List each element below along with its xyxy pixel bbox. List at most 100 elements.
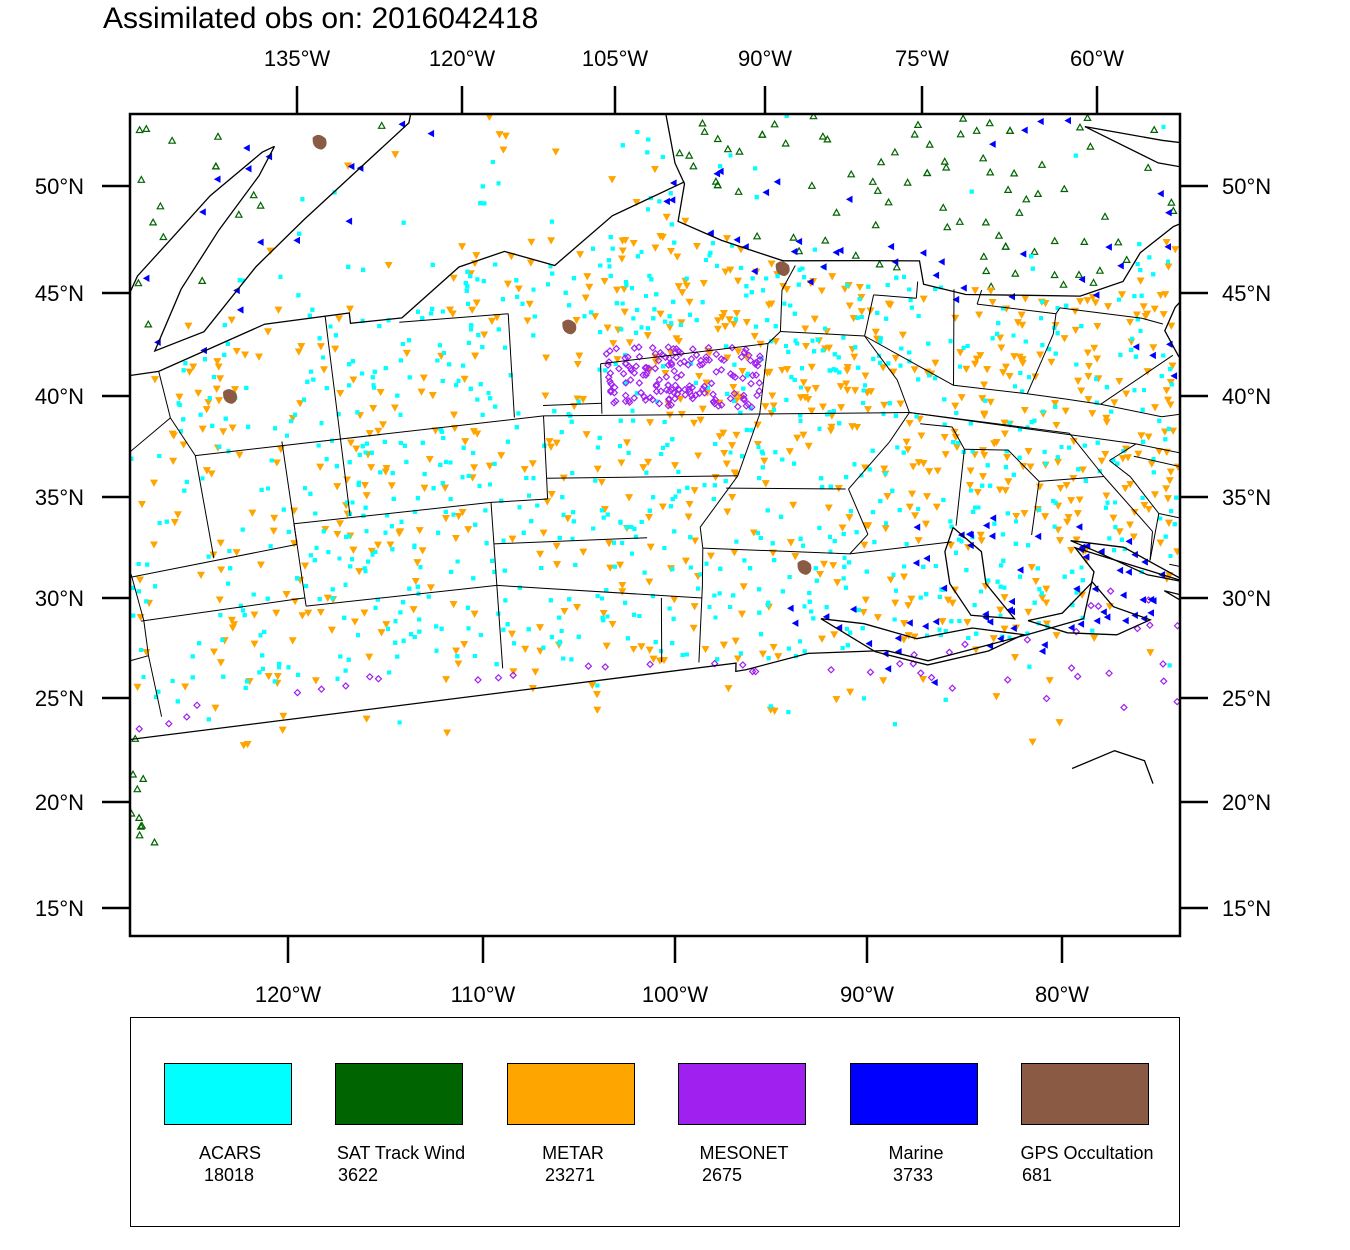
acars-marker [618,444,622,449]
marine-marker [822,613,830,621]
acars-marker [624,283,629,288]
acars-marker [321,355,325,360]
metar-marker [957,394,966,402]
right-lat-label: 45°N [1222,281,1271,306]
acars-marker [665,443,670,447]
right-lat-label: 35°N [1222,485,1271,510]
acars-marker [831,409,836,414]
metar-marker [181,683,189,691]
metar-marker [575,352,584,360]
acars-marker [669,222,674,227]
country-border [130,181,685,377]
sat-track-wind-marker [1083,114,1092,122]
metar-marker [1036,351,1044,359]
acars-marker [1074,362,1079,367]
acars-marker [478,201,483,206]
metar-marker [629,646,638,653]
marine-marker [795,237,803,246]
mesonet-marker [621,397,630,406]
acars-marker [942,422,947,427]
metar-marker [714,325,722,333]
metar-marker [1010,353,1019,361]
acars-marker [1161,353,1166,358]
acars-marker [715,657,720,662]
acars-marker [505,622,510,627]
metar-marker [239,742,248,750]
metar-marker [768,392,777,400]
sat-track-wind-marker [1114,237,1123,246]
acars-marker [768,704,773,709]
mesonet-marker [733,402,742,411]
metar-marker [769,402,778,410]
acars-marker [807,591,812,595]
acars-marker [370,375,375,380]
acars-marker [613,362,618,366]
metar-marker [678,289,687,297]
acars-marker [434,624,439,629]
acars-marker [1090,628,1095,633]
acars-marker [793,338,798,343]
metar-marker [1084,373,1093,381]
top-lon-label: 135°W [264,46,331,71]
state-border [546,475,738,479]
marine-marker [1119,591,1127,599]
metar-marker [972,355,981,363]
mesonet-marker [756,352,764,361]
acars-marker [549,635,554,640]
acars-marker [1074,590,1079,595]
sat-track-wind-marker [871,220,880,229]
acars-marker [951,440,956,445]
mesonet-marker [655,375,664,384]
acars-marker [712,593,717,598]
acars-marker [631,418,636,423]
mesonet-marker [670,388,678,397]
sat-track-wind-marker [851,251,861,259]
metar-marker [900,573,908,581]
metar-marker [996,606,1005,614]
acars-marker [1113,525,1118,530]
metar-marker [849,315,858,323]
metar-marker [685,500,694,509]
acars-marker [992,521,997,526]
metar-marker [528,460,537,468]
acars-marker [492,461,497,466]
acars-marker [971,509,976,514]
marine-marker [713,170,721,178]
mesonet-marker [365,672,374,681]
metar-marker [722,460,731,468]
sat-track-wind-marker [1143,163,1153,171]
metar-marker [472,252,481,260]
acars-marker [784,397,789,402]
acars-marker [688,535,693,540]
acars-marker [771,407,776,412]
metar-marker [1133,311,1141,319]
acars-marker [451,512,456,517]
metar-marker [365,430,374,438]
acars-marker [499,498,504,503]
metar-marker [1084,396,1093,404]
metar-marker [217,659,225,667]
acars-marker [347,362,352,367]
acars-marker [387,670,392,675]
acars-marker [395,654,400,659]
sat-track-wind-marker [823,134,832,143]
metar-marker [997,344,1006,352]
metar-marker [707,552,715,560]
metar-marker [138,500,146,509]
metar-marker [1075,496,1084,504]
state-border [1149,513,1160,561]
sat-track-wind-marker [978,153,988,162]
mesonet-marker [751,667,760,676]
metar-marker [715,433,724,441]
acars-marker [792,461,797,466]
metar-marker [824,504,833,512]
acars-marker [814,578,819,583]
marine-marker [906,619,913,627]
sat-track-wind-marker [890,147,900,156]
metar-marker [1147,460,1156,468]
acars-marker [258,633,263,638]
acars-marker [949,524,954,529]
metar-marker [501,132,510,140]
acars-marker [550,271,555,276]
marine-marker [707,229,714,237]
